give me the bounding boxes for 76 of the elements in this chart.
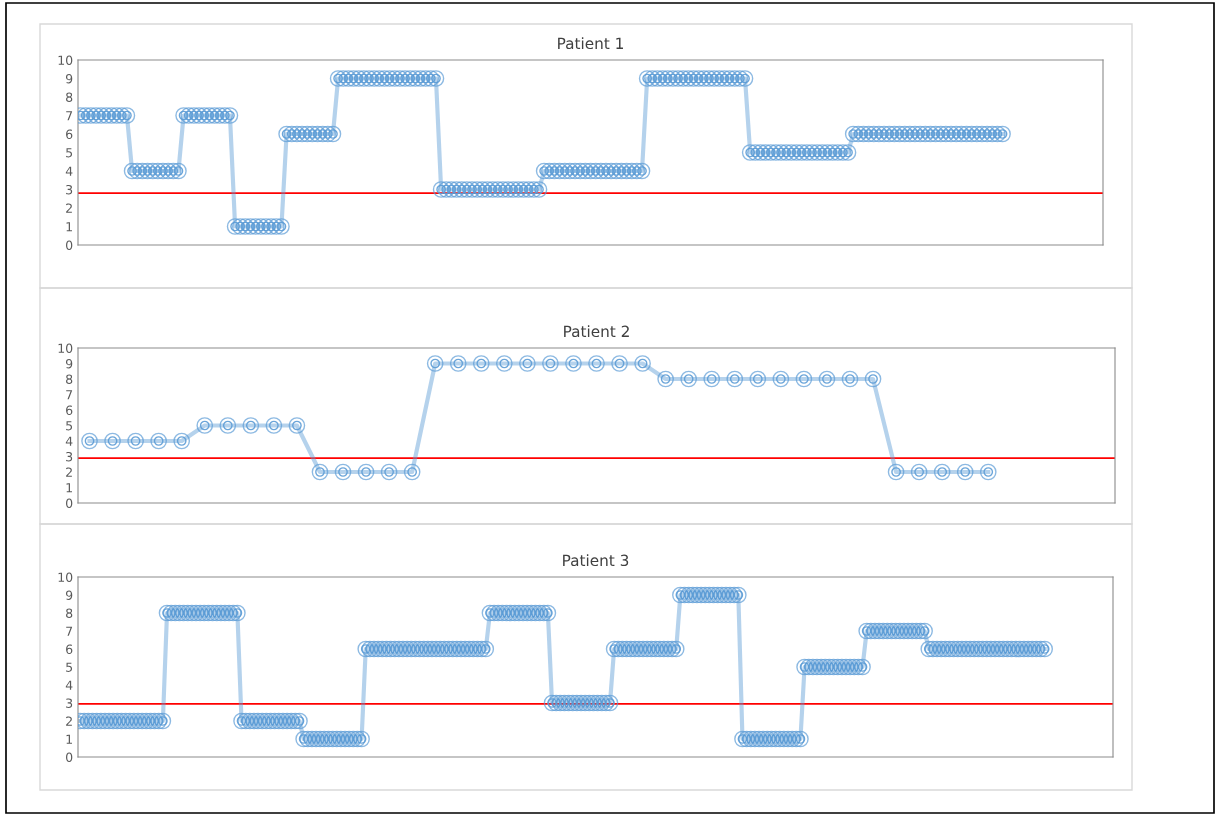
point (242, 417, 260, 434)
point (841, 370, 859, 388)
point (219, 417, 237, 434)
point (357, 463, 375, 481)
point (818, 370, 836, 388)
y-tick-label: 7 (66, 626, 73, 636)
y-tick-label: 10 (58, 572, 73, 582)
y-tick-label: 5 (66, 148, 73, 158)
point (127, 432, 144, 450)
point (910, 463, 928, 481)
point (173, 432, 191, 450)
y-tick-label: 4 (65, 436, 73, 446)
y-tick-label: 6 (66, 644, 73, 654)
point (726, 370, 744, 388)
point (265, 417, 283, 434)
y-tick-label: 8 (66, 92, 73, 102)
point (749, 370, 767, 388)
point (542, 355, 559, 372)
point (588, 355, 605, 372)
y-tick-label: 10 (58, 55, 73, 65)
y-tick-label: 1 (66, 734, 72, 744)
y-tick-label: 10 (58, 343, 73, 353)
y-tick-label: 5 (66, 662, 73, 672)
point (288, 417, 306, 434)
point (680, 370, 698, 388)
point (196, 417, 214, 434)
y-tick-label: 2 (66, 203, 72, 213)
point (864, 370, 882, 388)
point (519, 355, 536, 372)
point (565, 355, 582, 372)
y-tick-label: 9 (65, 73, 73, 84)
y-tick-label: 3 (66, 451, 73, 462)
point (772, 370, 790, 388)
point (611, 355, 628, 372)
point (657, 370, 674, 388)
y-tick-label: 8 (66, 608, 73, 618)
point (933, 463, 951, 481)
point (334, 463, 352, 481)
y-tick-label: 6 (66, 405, 73, 415)
y-tick-label: 9 (65, 358, 73, 369)
point (81, 432, 98, 450)
chart-title: Patient 2 (564, 325, 629, 338)
point (380, 463, 398, 481)
point (495, 355, 513, 372)
point (403, 463, 421, 481)
y-tick-label: 3 (66, 698, 73, 708)
y-tick-label: 0 (66, 240, 73, 250)
y-tick-label: 7 (66, 111, 73, 121)
y-tick-label: 1 (66, 483, 72, 493)
point (426, 355, 444, 372)
y-tick-label: 2 (66, 467, 72, 477)
point (449, 355, 467, 372)
point (795, 370, 813, 388)
point (150, 432, 167, 450)
y-tick-label: 6 (66, 129, 73, 139)
point (311, 463, 329, 481)
point (104, 432, 121, 450)
y-tick-label: 3 (66, 184, 73, 195)
y-tick-label: 1 (66, 222, 72, 232)
point (472, 355, 490, 372)
y-tick-label: 5 (66, 421, 73, 431)
y-tick-label: 7 (66, 390, 73, 400)
y-tick-label: 4 (65, 166, 73, 176)
point (956, 463, 974, 481)
y-tick-label: 0 (66, 752, 73, 762)
y-tick-label: 0 (66, 498, 73, 508)
point (703, 370, 721, 388)
y-tick-label: 8 (66, 374, 73, 384)
point (634, 355, 651, 372)
chart-title: Patient 3 (563, 554, 629, 567)
chart-title: Patient 1 (558, 37, 623, 50)
y-tick-label: 9 (65, 590, 73, 600)
y-tick-label: 4 (65, 680, 73, 690)
point (887, 463, 905, 481)
y-tick-label: 2 (66, 716, 72, 726)
point (979, 463, 997, 481)
